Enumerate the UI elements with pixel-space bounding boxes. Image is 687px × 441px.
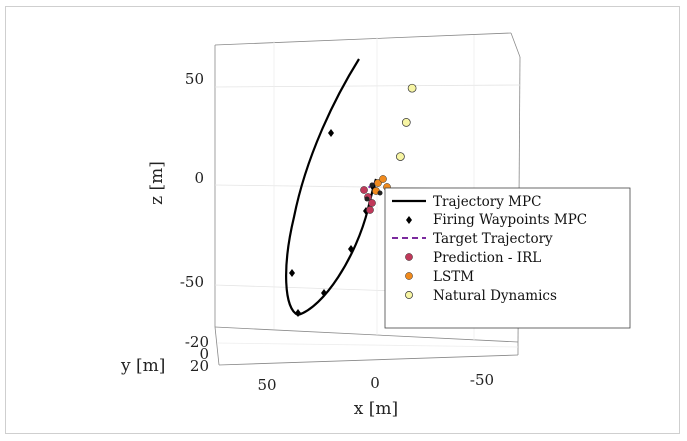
legend: Trajectory MPC Firing Waypoints MPC Targ… [384, 187, 631, 329]
cluster-point [364, 196, 370, 202]
firing-waypoint [328, 129, 334, 137]
natural-dynamics-points [396, 83, 417, 161]
legend-entry: Firing Waypoints MPC [406, 212, 587, 228]
legend-entry: LSTM [405, 269, 474, 285]
legend-label: Target Trajectory [433, 231, 553, 247]
firing-waypoint [289, 269, 295, 277]
legend-label: Firing Waypoints MPC [433, 212, 587, 228]
x-tick-label: 50 [257, 376, 276, 394]
z-tick-label: 50 [185, 70, 204, 88]
y-axis-label: y [m] [120, 356, 165, 376]
irl-point [360, 186, 368, 194]
irl-point [368, 199, 376, 207]
x-axis-label: x [m] [354, 399, 398, 419]
z-tick-label: -50 [180, 273, 204, 291]
lstm-point [379, 175, 387, 183]
firing-waypoint [295, 309, 301, 317]
natural-dynamics-point [396, 152, 405, 161]
natural-dynamics-point [401, 118, 411, 127]
irl-point [366, 206, 374, 214]
y-tick-label: 0 [199, 345, 209, 363]
chart-plot: 50 0 -50 z [m] -20 0 20 y [m] 50 0 -50 x… [120, 32, 631, 419]
x-axis: 50 0 -50 x [m] [257, 371, 494, 419]
legend-label: Trajectory MPC [433, 194, 541, 210]
legend-entry: Target Trajectory [392, 231, 553, 247]
z-tick-label: 0 [194, 169, 204, 187]
z-axis: 50 0 -50 z [m] [147, 70, 204, 291]
y-axis: -20 0 20 y [m] [120, 333, 209, 376]
cluster-point [377, 190, 383, 196]
y-tick-label: -20 [185, 333, 209, 351]
legend-label: Prediction - IRL [433, 250, 541, 266]
x-tick-label: 0 [370, 374, 380, 392]
legend-entry: Trajectory MPC [392, 194, 541, 210]
firing-waypoint [348, 245, 354, 253]
y-tick-label: 20 [190, 357, 209, 375]
lstm-point [374, 179, 382, 187]
legend-label: LSTM [433, 269, 474, 285]
legend-label: Natural Dynamics [433, 288, 557, 304]
legend-box [384, 187, 631, 329]
z-axis-label: z [m] [147, 161, 167, 205]
natural-dynamics-point [407, 83, 417, 93]
figure-frame: 50 0 -50 z [m] -20 0 20 y [m] 50 0 -50 x… [5, 6, 680, 434]
legend-entry: Natural Dynamics [405, 288, 557, 304]
origin-cluster [360, 175, 391, 214]
legend-entry: Prediction - IRL [405, 250, 541, 266]
firing-waypoint [321, 289, 327, 297]
cluster-point [369, 182, 375, 188]
x-tick-label: -50 [470, 371, 494, 389]
